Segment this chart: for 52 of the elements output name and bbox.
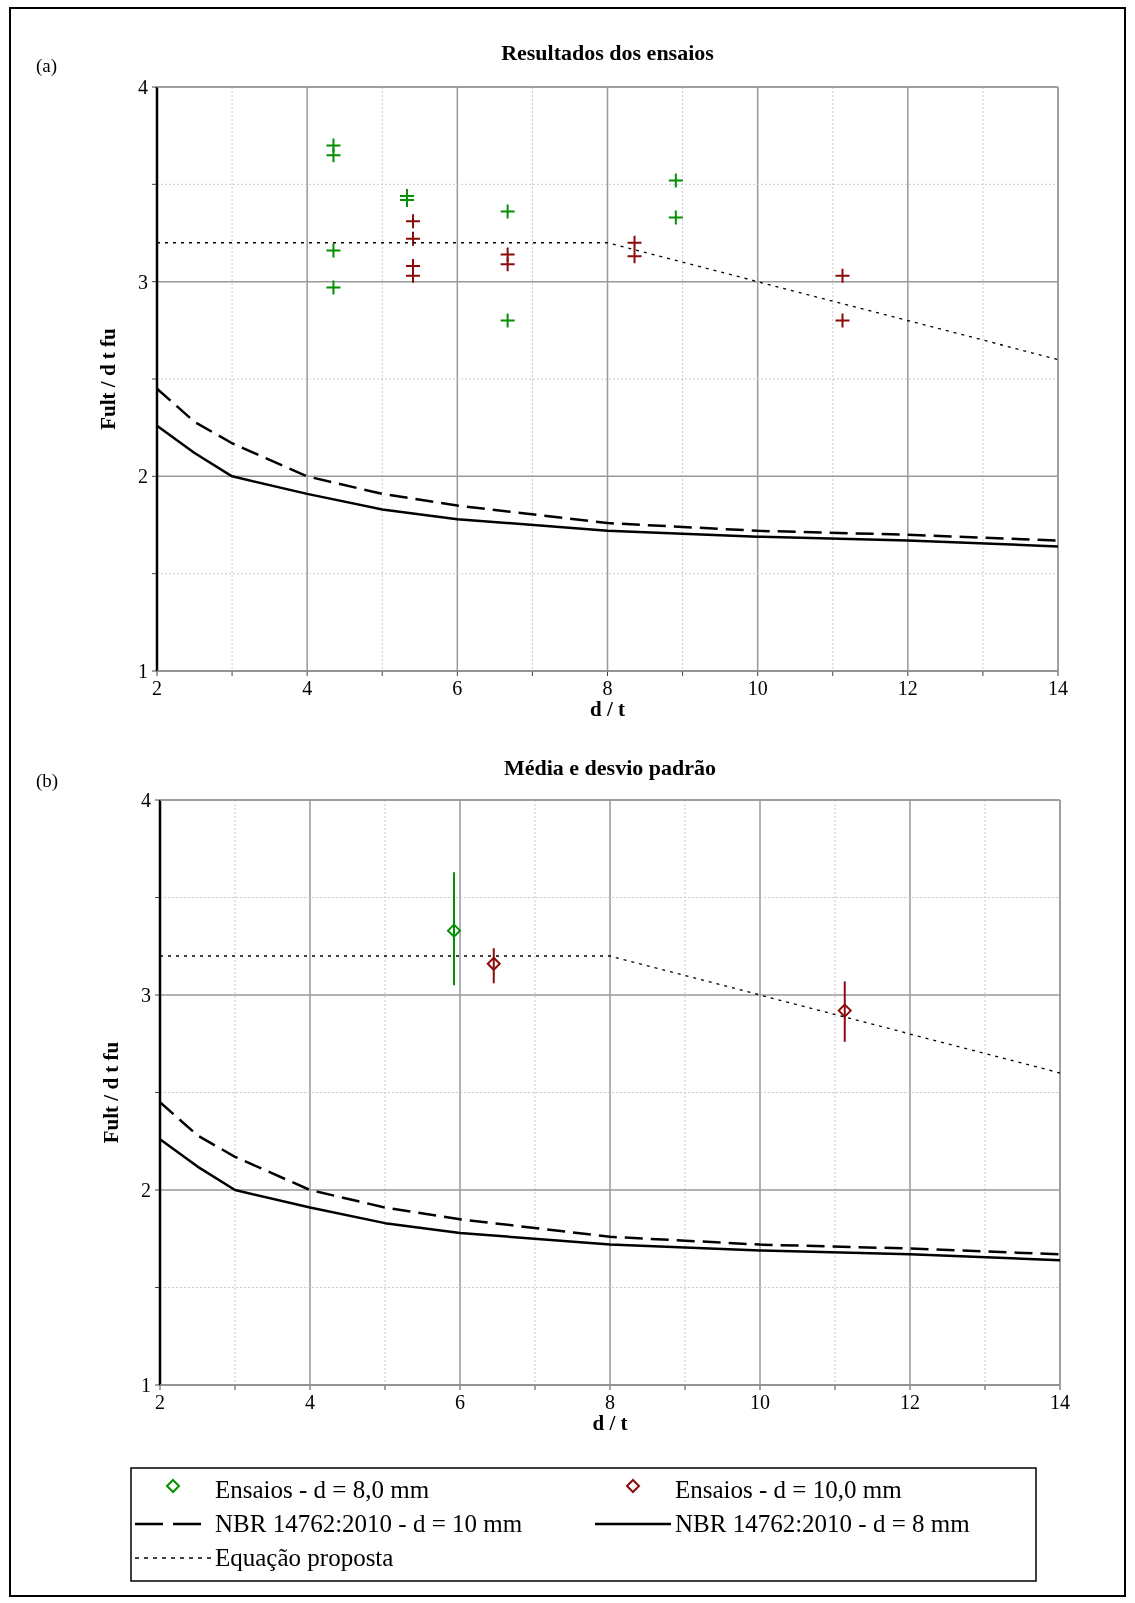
point	[486, 956, 501, 971]
y-tick-label: 1	[138, 660, 148, 682]
x-tick-label: 4	[305, 1391, 315, 1413]
point	[405, 230, 422, 247]
point	[499, 203, 516, 220]
point	[667, 172, 684, 189]
x-tick-label: 4	[302, 677, 313, 699]
point	[837, 1003, 852, 1018]
x-tick-label: 10	[750, 1391, 770, 1413]
point	[499, 256, 516, 273]
point	[325, 242, 342, 259]
x-tick-label: 8	[605, 1391, 615, 1413]
legend-label: NBR 14762:2010 - d = 8 mm	[675, 1510, 971, 1537]
x-tick-label: 14	[1048, 677, 1068, 699]
x-tick-label: 10	[747, 677, 768, 699]
text: (a)	[36, 55, 58, 77]
legend-label: Equação proposta	[215, 1544, 394, 1571]
y-tick-label: 2	[141, 1179, 151, 1201]
x-tick-label: 12	[897, 677, 918, 699]
point	[626, 234, 643, 251]
y-tick-label: 3	[138, 270, 148, 293]
point	[626, 248, 643, 265]
point	[325, 147, 342, 164]
y-axis-title: Fult / d t fu	[96, 327, 120, 430]
y-tick-label: 4	[138, 76, 148, 98]
legend-label: Ensaios - d = 10,0 mm	[675, 1476, 903, 1503]
legend-label: NBR 14762:2010 - d = 10 mm	[215, 1510, 523, 1537]
y-tick-label: 3	[141, 984, 151, 1006]
x-axis-title: d / t	[589, 697, 626, 721]
point	[499, 312, 516, 329]
text: (b)	[36, 770, 59, 792]
x-tick-label: 6	[455, 1391, 465, 1413]
point	[405, 267, 422, 284]
point	[447, 923, 461, 938]
point	[405, 213, 422, 230]
legend-label: Ensaios - d = 8,0 mm	[215, 1476, 430, 1503]
x-tick-label: 8	[602, 677, 613, 699]
x-axis-title: d / t	[592, 1411, 628, 1435]
y-tick-label: 4	[141, 789, 151, 811]
chart-title: Média e desvio padrão	[503, 755, 717, 780]
chart-title: Resultados dos ensaios	[501, 40, 715, 65]
x-tick-label: 6	[452, 677, 463, 699]
point	[834, 312, 851, 329]
x-tick-label: 2	[155, 1391, 165, 1413]
point	[325, 279, 342, 296]
y-tick-label: 2	[138, 465, 148, 488]
x-tick-label: 14	[1050, 1391, 1070, 1413]
point	[667, 209, 684, 226]
point	[834, 267, 851, 284]
x-tick-label: 12	[900, 1391, 920, 1413]
y-tick-label: 1	[141, 1374, 151, 1396]
y-axis-title: Fult / d t fu	[99, 1041, 123, 1144]
